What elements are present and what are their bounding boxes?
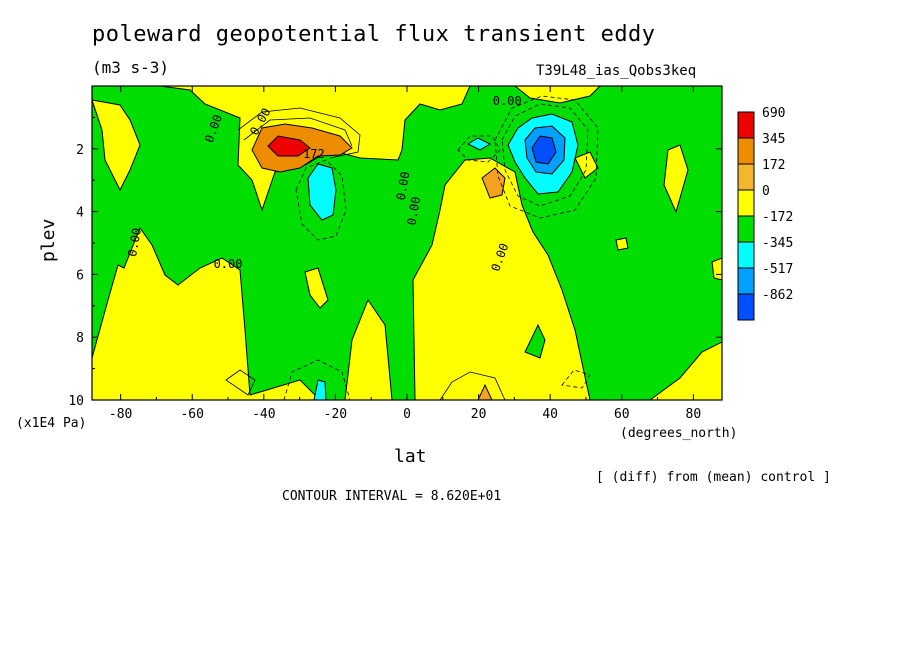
x-tick-label: -60: [180, 407, 203, 422]
x-tick-label: -20: [324, 407, 347, 422]
x-tick-label: 80: [686, 407, 702, 422]
cyan-region-small: [466, 137, 492, 151]
legend-label: -517: [762, 262, 793, 277]
positive-region-right-mid: [663, 144, 689, 214]
legend-swatch: [737, 111, 755, 139]
x-axis-ticks: -80 -60 -40 -20 0 20 40 60 80: [109, 86, 701, 422]
contour-label: 0.00: [493, 94, 522, 108]
positive-region-small-1: [304, 267, 329, 309]
x-tick-label: -80: [109, 407, 132, 422]
y-tick-label: 4: [76, 206, 84, 221]
contour-lines: [225, 95, 599, 400]
contour-line: [243, 117, 353, 147]
diff-note: [ (diff) from (mean) control ]: [596, 470, 831, 485]
red-region-max: [267, 135, 311, 157]
positive-region-left-top: [92, 99, 141, 192]
darkblue-region-nh: [531, 135, 557, 165]
legend-label: -345: [762, 236, 793, 251]
legend-label: 0: [762, 184, 770, 199]
positive-region-right-low: [649, 341, 722, 400]
x-tick-label: 40: [542, 407, 558, 422]
contour-line: [439, 371, 506, 400]
positive-region-small-3: [615, 237, 629, 251]
contour-line: [501, 103, 589, 207]
legend-swatch: [737, 189, 755, 217]
negative-region-center-low: [524, 323, 546, 359]
contour-line: [237, 107, 361, 159]
legend-label: 690: [762, 106, 785, 121]
contour-line: [295, 159, 347, 241]
contour-label: 0.00: [394, 170, 413, 201]
legend-label: 345: [762, 132, 785, 147]
legend-swatch: [737, 163, 755, 191]
contour-line: [494, 95, 599, 219]
x-tick-label: 60: [614, 407, 630, 422]
positive-region-top-right: [514, 86, 601, 104]
legend-label: -862: [762, 288, 793, 303]
legend-swatch: [737, 241, 755, 269]
contour-label: 0.00: [214, 257, 243, 271]
positive-region-small-4: [711, 257, 722, 281]
y-axis-unit: (x1E4 Pa): [16, 416, 87, 431]
x-axis-label: lat: [394, 446, 427, 467]
contour-label: 0.00: [404, 195, 423, 226]
y-tick-label: 10: [68, 394, 84, 409]
plot-area: [92, 86, 722, 400]
legend-swatch: [737, 293, 755, 321]
legend-swatch: [737, 215, 755, 243]
contour-line: [225, 369, 256, 396]
positive-region-center: [412, 157, 591, 400]
orange-region-bottom: [477, 383, 493, 400]
run-id: T39L48_ias_Qobs3keq: [536, 63, 697, 79]
legend-label: 172: [762, 158, 785, 173]
contour-line: [283, 359, 351, 400]
orange-region-nh: [481, 167, 506, 199]
legend-swatch: [737, 137, 755, 165]
color-legend: 690 345 172 0 -172 -345 -517 -862: [737, 106, 793, 321]
y-axis-ticks: 2 4 6 8 10: [68, 116, 722, 409]
y-tick-label: 2: [76, 143, 84, 158]
contour-line: [561, 369, 591, 389]
legend-swatch: [737, 267, 755, 295]
chart-title: poleward geopotential flux transient edd…: [92, 22, 656, 47]
chart-units: (m3 s-3): [92, 58, 170, 77]
contour-label: 0.00: [125, 227, 144, 258]
cyan-region-sh: [307, 163, 337, 221]
legend-label: -172: [762, 210, 793, 225]
contour-interval-note: CONTOUR INTERVAL = 8.620E+01: [282, 489, 502, 504]
cyan-region-bottom: [313, 379, 327, 400]
x-tick-label: 20: [471, 407, 487, 422]
positive-region-lower-mid: [344, 298, 393, 400]
x-tick-label: 0: [403, 407, 411, 422]
x-axis-unit: (degrees_north): [620, 426, 738, 441]
y-tick-label: 8: [76, 331, 84, 346]
x-tick-label: -40: [252, 407, 275, 422]
contour-line: [457, 135, 501, 163]
y-tick-label: 6: [76, 268, 84, 283]
positive-region-lower-left: [92, 226, 321, 400]
contour-label: 172: [303, 147, 325, 161]
